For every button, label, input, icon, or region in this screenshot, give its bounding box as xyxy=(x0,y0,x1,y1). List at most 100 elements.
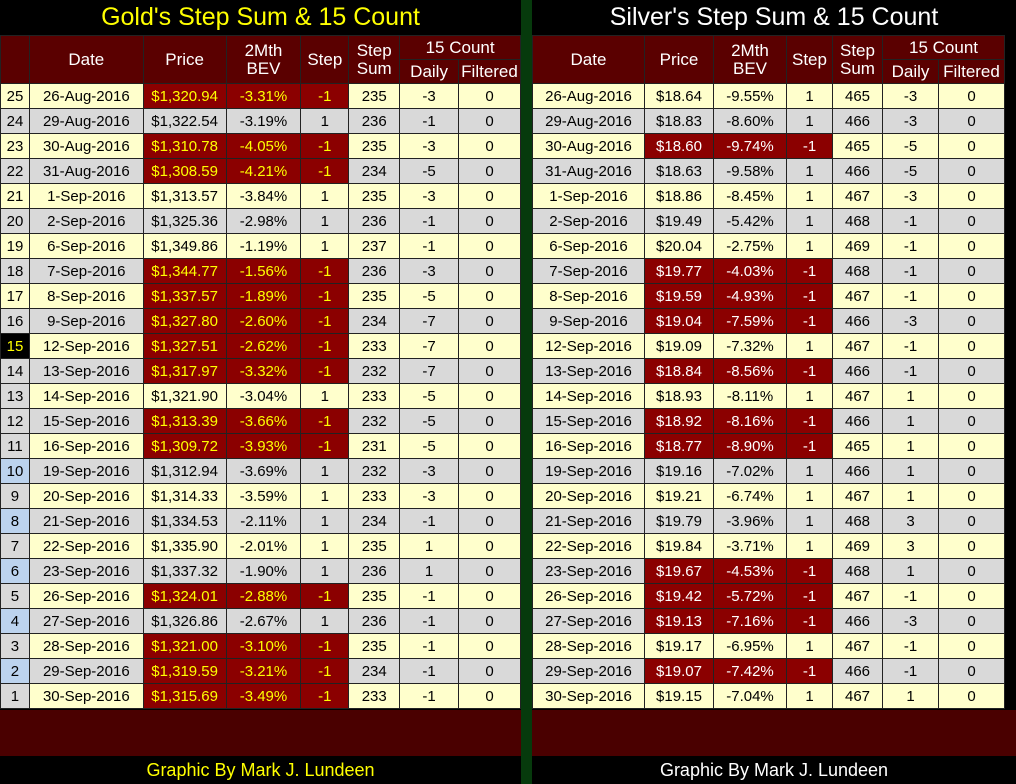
bev-cell: -3.04% xyxy=(225,383,302,409)
date-cell: 29-Aug-2016 xyxy=(28,108,144,134)
daily-header: Daily xyxy=(399,59,459,84)
step-cell: -1 xyxy=(300,158,350,184)
bev-cell: -5.42% xyxy=(713,208,787,234)
bev-cell: -3.96% xyxy=(713,508,787,534)
step-sum-cell: 235 xyxy=(348,133,401,159)
filtered-cell: 0 xyxy=(938,583,1005,609)
filtered-cell: 0 xyxy=(938,258,1005,284)
row-number: 6 xyxy=(0,558,30,584)
row-number: 16 xyxy=(0,308,30,334)
date-cell: 21-Sep-2016 xyxy=(28,508,144,534)
price-cell: $19.16 xyxy=(644,458,714,484)
table-row: 9-Sep-2016 $19.04 -7.59% -1 466 -3 0 xyxy=(532,308,1005,334)
daily-cell: -3 xyxy=(882,608,939,634)
price-cell: $19.21 xyxy=(644,483,714,509)
step-sum-cell: 237 xyxy=(348,233,401,259)
filtered-cell: 0 xyxy=(458,433,521,459)
date-cell: 30-Sep-2016 xyxy=(28,683,144,709)
date-cell: 19-Sep-2016 xyxy=(28,458,144,484)
gold-panel: Gold's Step Sum & 15 Count Date Price 2M… xyxy=(0,3,521,784)
daily-cell: -1 xyxy=(399,108,459,134)
step-sum-cell: 469 xyxy=(832,233,883,259)
date-cell: 27-Sep-2016 xyxy=(28,608,144,634)
daily-cell: -3 xyxy=(399,183,459,209)
step-cell: 1 xyxy=(300,458,350,484)
bev-cell: -8.90% xyxy=(713,433,787,459)
date-cell: 26-Aug-2016 xyxy=(28,83,144,109)
step-cell: -1 xyxy=(300,433,350,459)
step-sum-cell: 468 xyxy=(832,558,883,584)
step-sum-cell: 234 xyxy=(348,308,401,334)
step-cell: -1 xyxy=(300,258,350,284)
date-cell: 30-Aug-2016 xyxy=(532,133,645,159)
step-cell: -1 xyxy=(300,683,350,709)
step-sum-cell: 233 xyxy=(348,383,401,409)
step-sum-cell: 465 xyxy=(832,133,883,159)
step-cell: -1 xyxy=(300,358,350,384)
date-cell: 7-Sep-2016 xyxy=(28,258,144,284)
table-row: 9 20-Sep-2016 $1,314.33 -3.59% 1 233 -3 0 xyxy=(0,483,521,509)
step-cell: 1 xyxy=(786,208,833,234)
price-cell: $1,308.59 xyxy=(142,158,227,184)
price-header: Price xyxy=(644,35,714,84)
filtered-cell: 0 xyxy=(458,108,521,134)
filtered-cell: 0 xyxy=(938,308,1005,334)
row-number: 23 xyxy=(0,133,30,159)
step-sum-cell: 234 xyxy=(348,658,401,684)
step-cell: 1 xyxy=(786,158,833,184)
filtered-cell: 0 xyxy=(938,383,1005,409)
count-header: 15 Count xyxy=(399,35,521,60)
step-sum-cell: 233 xyxy=(348,683,401,709)
table-row: 3 28-Sep-2016 $1,321.00 -3.10% -1 235 -1 0 xyxy=(0,633,521,659)
date-cell: 14-Sep-2016 xyxy=(28,383,144,409)
filtered-cell: 0 xyxy=(938,658,1005,684)
daily-cell: -1 xyxy=(882,258,939,284)
price-cell: $20.04 xyxy=(644,233,714,259)
table-row: 14-Sep-2016 $18.93 -8.11% 1 467 1 0 xyxy=(532,383,1005,409)
gold-empty-area xyxy=(0,710,521,756)
daily-cell: -1 xyxy=(399,508,459,534)
step-cell: 1 xyxy=(300,533,350,559)
row-number: 4 xyxy=(0,608,30,634)
bev-cell: -3.10% xyxy=(225,633,302,659)
price-cell: $1,315.69 xyxy=(142,683,227,709)
price-cell: $18.77 xyxy=(644,433,714,459)
bev-cell: -2.62% xyxy=(225,333,302,359)
bev-cell: -6.95% xyxy=(713,633,787,659)
price-cell: $1,313.39 xyxy=(142,408,227,434)
price-cell: $1,326.86 xyxy=(142,608,227,634)
filtered-cell: 0 xyxy=(938,133,1005,159)
row-number: 14 xyxy=(0,358,30,384)
filtered-header: Filtered xyxy=(938,59,1005,84)
filtered-cell: 0 xyxy=(938,108,1005,134)
gold-credit: Graphic By Mark J. Lundeen xyxy=(0,756,521,784)
bev-cell: -3.84% xyxy=(225,183,302,209)
daily-cell: -3 xyxy=(882,83,939,109)
step-sum-cell: 233 xyxy=(348,333,401,359)
bev-cell: -2.88% xyxy=(225,583,302,609)
row-number: 2 xyxy=(0,658,30,684)
step-header: Step xyxy=(300,35,350,84)
date-cell: 8-Sep-2016 xyxy=(28,283,144,309)
bev-cell: -4.93% xyxy=(713,283,787,309)
date-cell: 26-Aug-2016 xyxy=(532,83,645,109)
date-cell: 13-Sep-2016 xyxy=(532,358,645,384)
step-sum-cell: 236 xyxy=(348,208,401,234)
table-row: 28-Sep-2016 $19.17 -6.95% 1 467 -1 0 xyxy=(532,633,1005,659)
filtered-cell: 0 xyxy=(458,658,521,684)
filtered-cell: 0 xyxy=(938,358,1005,384)
price-cell: $19.15 xyxy=(644,683,714,709)
filtered-cell: 0 xyxy=(458,583,521,609)
step-cell: 1 xyxy=(300,208,350,234)
daily-cell: -3 xyxy=(399,483,459,509)
date-cell: 6-Sep-2016 xyxy=(532,233,645,259)
price-cell: $19.42 xyxy=(644,583,714,609)
bev-cell: -3.32% xyxy=(225,358,302,384)
step-cell: 1 xyxy=(300,608,350,634)
date-cell: 1-Sep-2016 xyxy=(532,183,645,209)
daily-cell: -1 xyxy=(882,583,939,609)
step-sum-cell: 467 xyxy=(832,633,883,659)
date-cell: 31-Aug-2016 xyxy=(28,158,144,184)
price-cell: $19.49 xyxy=(644,208,714,234)
step-sum-cell: 466 xyxy=(832,408,883,434)
